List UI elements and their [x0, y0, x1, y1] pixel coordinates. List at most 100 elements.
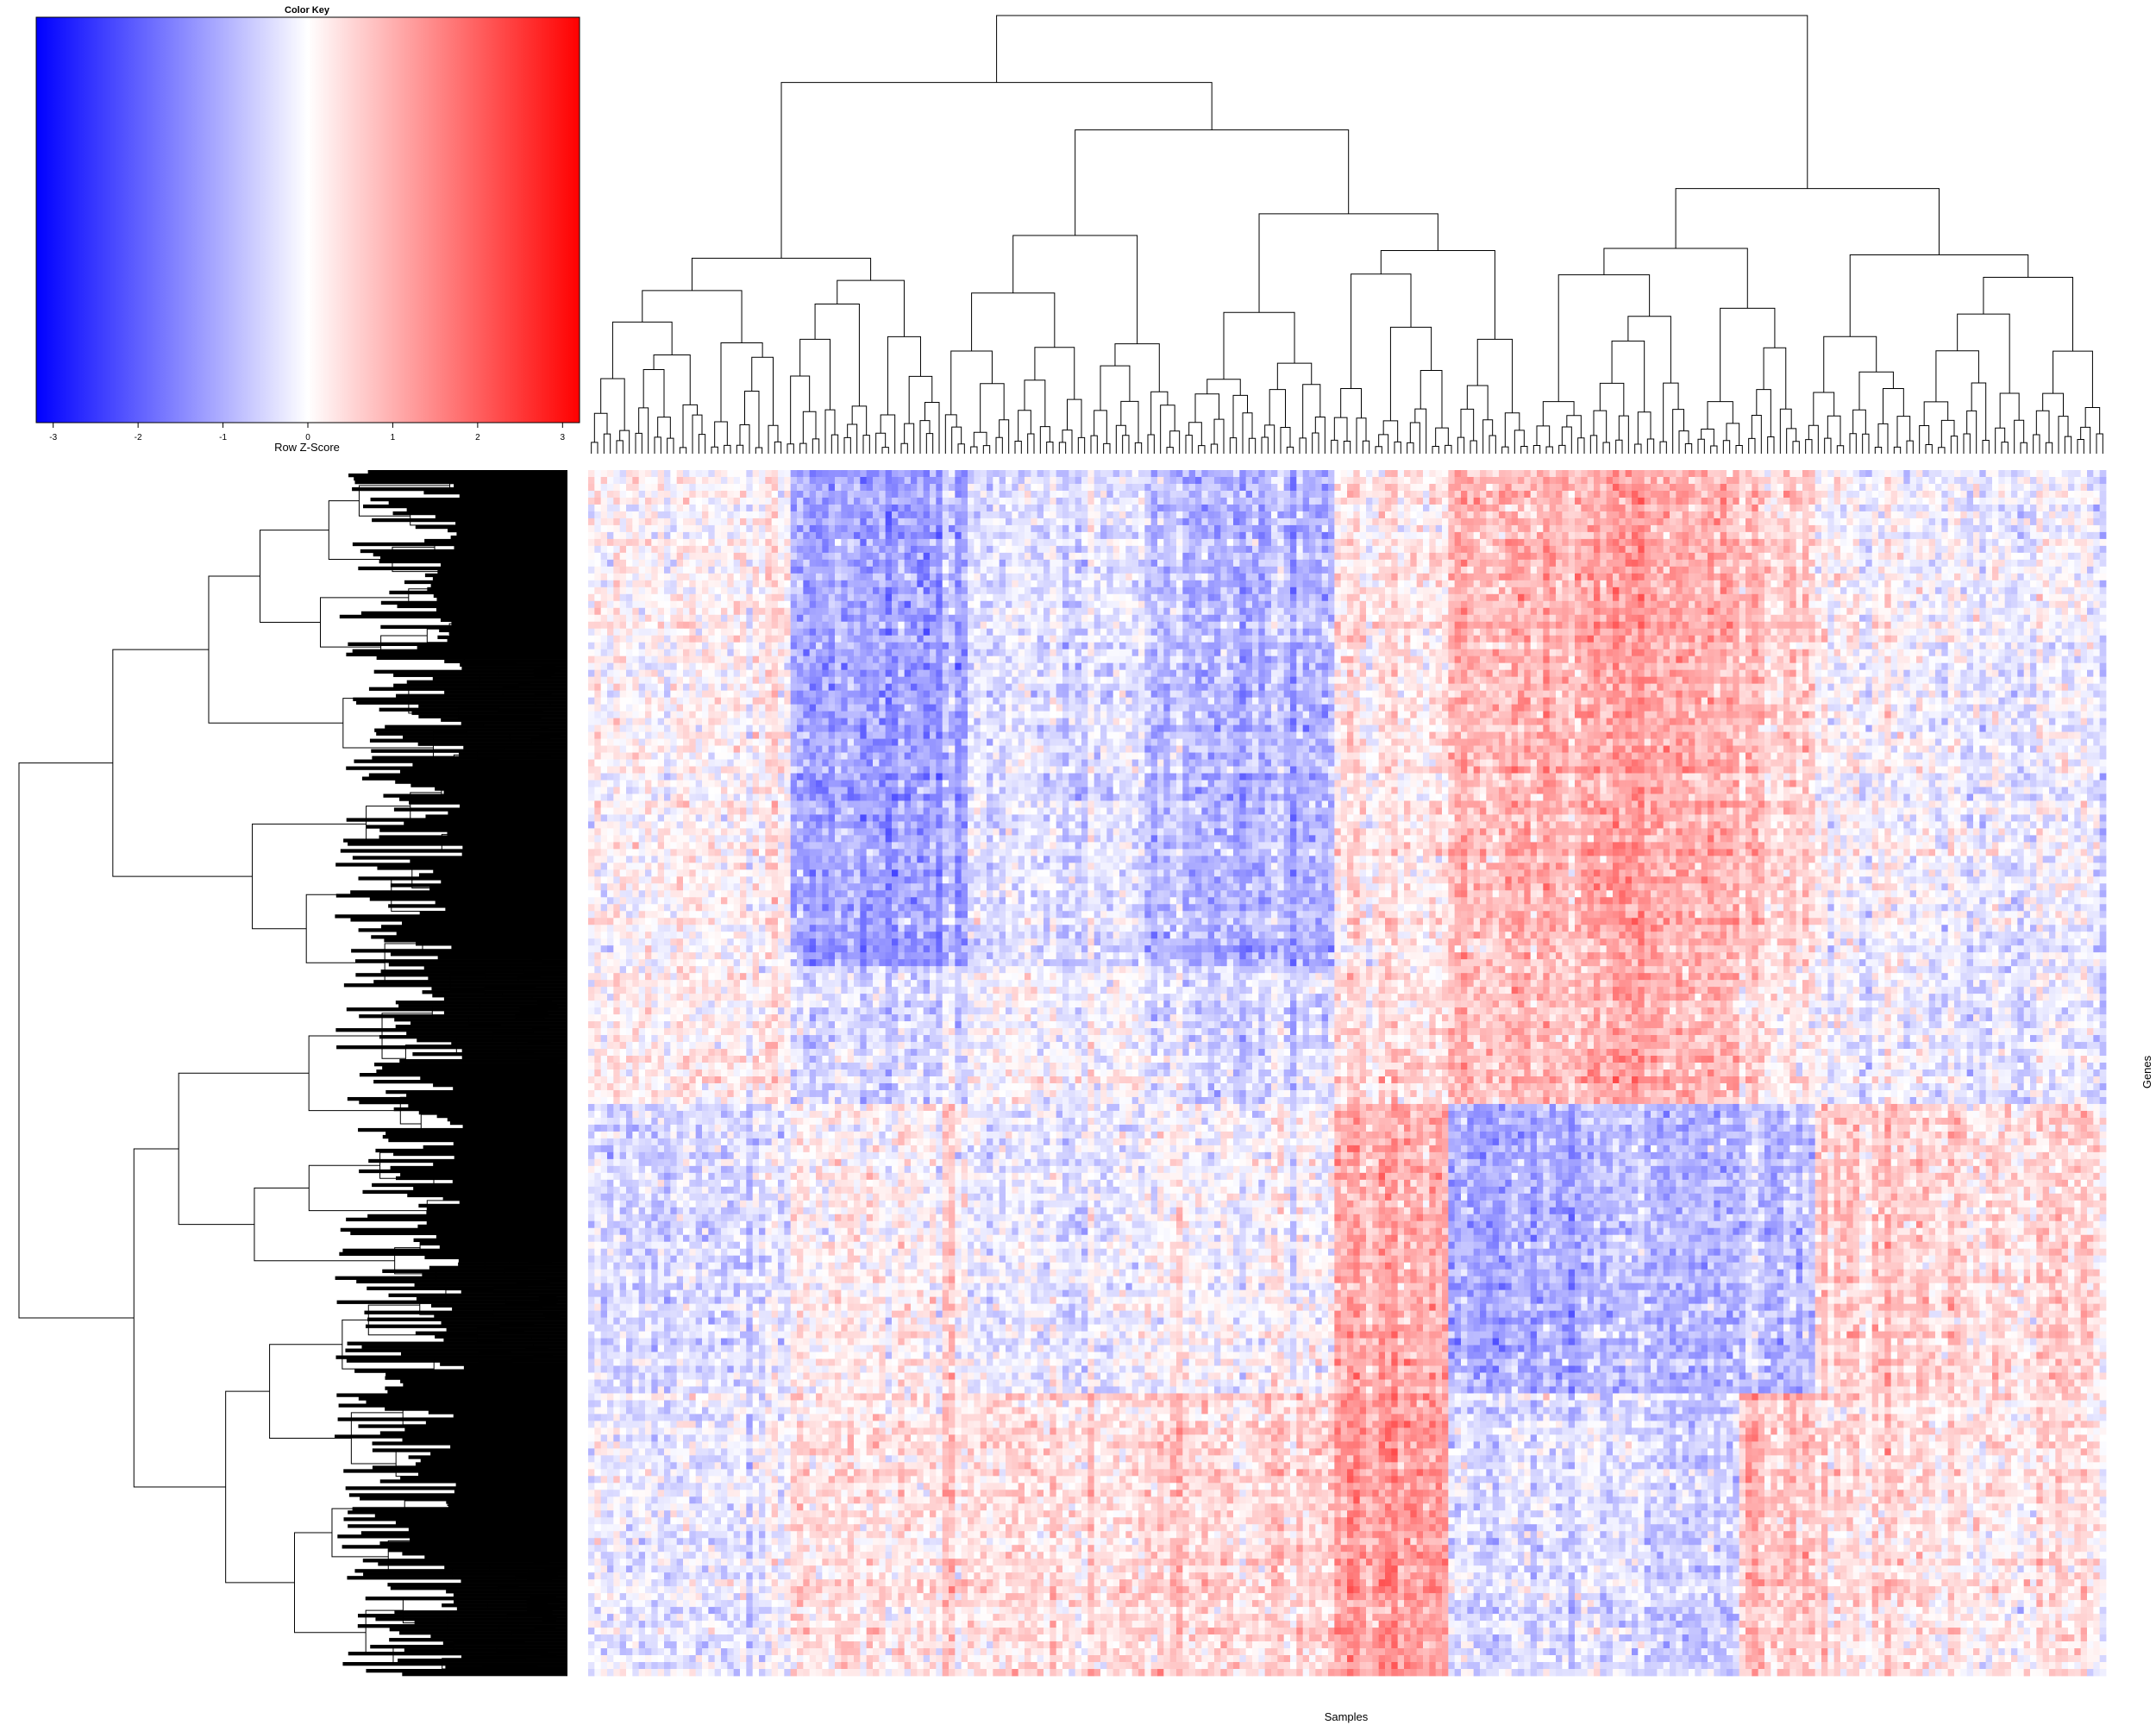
column-dendrogram-link	[2002, 442, 2008, 454]
column-dendrogram-link	[1936, 351, 1979, 402]
column-dendrogram-link	[1483, 420, 1493, 454]
column-dendrogram-link	[1616, 440, 1622, 454]
column-dendrogram-link	[2034, 435, 2040, 454]
color-key-tick-label: -1	[219, 433, 227, 442]
column-dendrogram-link	[1850, 255, 2028, 337]
column-dendrogram-link	[711, 447, 718, 454]
column-dendrogram-link	[852, 406, 867, 436]
column-dendrogram-link	[1768, 437, 1774, 454]
column-dendrogram-link	[1537, 426, 1550, 447]
color-key-ticks: -3 -2 -1 0 1 2 3	[49, 423, 565, 442]
column-dendrogram-link	[592, 442, 598, 454]
column-dendrogram-link	[721, 342, 762, 422]
column-dendrogram-link	[1727, 423, 1739, 446]
column-dendrogram-link	[1436, 428, 1449, 446]
column-dendrogram-link	[920, 421, 930, 454]
column-dendrogram-link	[1939, 448, 1945, 454]
column-dendrogram-link	[1243, 413, 1252, 454]
column-dendrogram-link	[1094, 411, 1107, 444]
column-dendrogram-link	[1313, 433, 1319, 454]
column-dendrogram-link	[958, 444, 964, 454]
column-dendrogram-link	[951, 351, 993, 415]
column-dendrogram-link	[1635, 444, 1641, 454]
column-dendrogram-link	[1752, 415, 1761, 454]
column-dendrogram-link	[1749, 438, 1755, 454]
column-dendrogram-link	[724, 445, 730, 454]
column-dendrogram-link	[1189, 423, 1202, 446]
column-dendrogram-link	[604, 434, 610, 454]
column-dendrogram-link	[1664, 383, 1678, 442]
column-dendrogram-link	[658, 417, 671, 439]
column-dendrogram-link	[2085, 407, 2100, 434]
column-dendrogram-link	[974, 432, 987, 447]
column-dendrogram-link	[887, 336, 920, 415]
column-dendrogram-link	[683, 405, 698, 448]
column-dendrogram-link	[1018, 411, 1031, 442]
color-key-gradient	[36, 17, 580, 423]
column-dendrogram-link	[1303, 385, 1320, 438]
column-dendrogram-link	[680, 448, 686, 454]
column-dendrogram-link	[1806, 440, 1812, 454]
column-dendrogram-link	[1100, 366, 1130, 411]
column-dendrogram-link	[1186, 436, 1192, 454]
column-dendrogram-link	[1467, 386, 1488, 420]
column-dendrogram-link	[1590, 436, 1596, 454]
column-dendrogram-link	[768, 425, 778, 454]
column-dendrogram-link	[1059, 442, 1065, 454]
column-dendrogram-link	[1673, 410, 1684, 454]
column-dendrogram-link	[1407, 442, 1413, 454]
column-dendrogram-link	[1489, 436, 1495, 454]
column-dendrogram-link	[1578, 438, 1584, 454]
color-key: Color Key -3 -2 -1 0 1 2 3 Row Z-Score	[36, 5, 580, 454]
column-dendrogram-link	[1233, 395, 1248, 437]
column-dendrogram-link	[1894, 447, 1900, 454]
column-dendrogram-link	[1825, 438, 1831, 454]
column-dendrogram-link	[1958, 314, 2010, 393]
column-dendrogram-link	[905, 423, 914, 454]
column-dendrogram-link	[1047, 442, 1053, 454]
column-dendrogram-link	[952, 427, 962, 454]
column-dendrogram-link	[1558, 275, 1649, 402]
column-dendrogram-link	[1207, 380, 1241, 396]
column-dendrogram-link	[831, 435, 837, 454]
column-dendrogram-link	[1711, 446, 1717, 454]
column-dendrogram-link	[1883, 389, 1904, 424]
column-dendrogram-link	[945, 415, 956, 454]
column-dendrogram-link	[825, 410, 835, 454]
column-dendrogram-link	[1461, 409, 1474, 441]
column-dendrogram-link	[1863, 434, 1869, 454]
column-dendrogram-link	[1827, 416, 1840, 446]
row-dendrogram-link	[19, 763, 134, 1318]
column-dendrogram-link	[1814, 392, 1834, 425]
column-dendrogram-link	[740, 424, 749, 454]
column-dendrogram-link	[1850, 434, 1856, 454]
column-dendrogram-link	[1470, 441, 1476, 454]
column-dendrogram-link	[997, 16, 1808, 189]
column-dendrogram-link	[1078, 437, 1084, 454]
column-dendrogram-link	[909, 376, 932, 423]
column-dendrogram-link	[1723, 441, 1729, 454]
column-dendrogram-link	[1720, 308, 1775, 401]
column-dendrogram-link	[1685, 443, 1691, 454]
column-dendrogram-link	[2015, 420, 2024, 454]
column-dendrogram-link	[972, 293, 1055, 351]
column-dendrogram-link	[1546, 447, 1552, 454]
column-dendrogram-link	[901, 443, 907, 454]
column-dendrogram-link	[844, 437, 850, 454]
color-key-tick-label: -2	[135, 433, 142, 442]
column-dendrogram-link	[1062, 430, 1072, 454]
column-dendrogram-link	[800, 339, 830, 410]
column-dendrogram-link	[1315, 417, 1325, 454]
column-dendrogram-link	[2036, 411, 2049, 442]
column-dendrogram-link	[791, 376, 810, 444]
column-dendrogram-link	[1277, 363, 1311, 390]
column-dendrogram-link	[925, 403, 940, 454]
column-dendrogram-link	[1853, 410, 1866, 434]
column-dendrogram-link	[699, 435, 705, 454]
column-dendrogram-link	[1341, 389, 1362, 418]
column-dendrogram-link	[1075, 130, 1349, 235]
row-dendrogram-link	[226, 1391, 295, 1583]
column-dendrogram-link	[1151, 392, 1168, 435]
color-key-tick-label: -3	[49, 433, 57, 442]
column-dendrogram-link	[1121, 401, 1138, 442]
